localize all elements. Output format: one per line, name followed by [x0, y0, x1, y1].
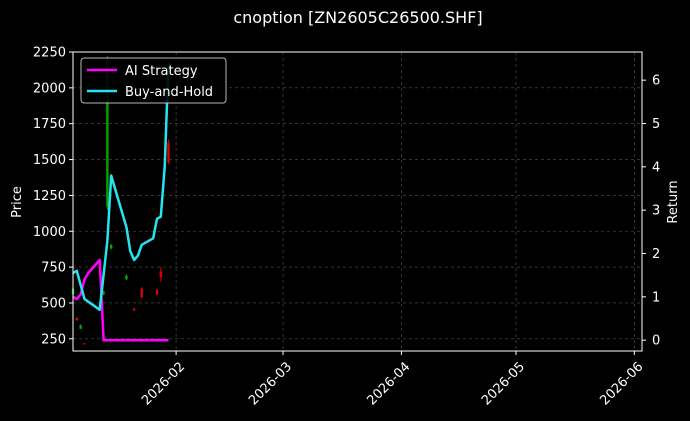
- left-axis-ticks: 250 500 750 1000 1250 1500 1750 2000 2250: [33, 46, 73, 347]
- legend-label-ai-strategy: AI Strategy: [125, 64, 198, 79]
- left-tick-label: 2250: [33, 46, 66, 61]
- right-tick-label: 3: [652, 204, 660, 219]
- series-lines: [72, 62, 170, 342]
- left-tick-label: 1500: [33, 153, 66, 168]
- candle-body: [167, 142, 170, 163]
- candle-body: [106, 59, 109, 207]
- candle-body: [79, 325, 82, 329]
- legend: AI Strategy Buy-and-Hold: [80, 57, 227, 104]
- candle-body: [159, 271, 163, 278]
- candle-body: [155, 290, 159, 295]
- left-tick-label: 1750: [33, 117, 66, 132]
- candle-body: [132, 308, 136, 311]
- left-tick-label: 2000: [33, 81, 66, 96]
- candle-body: [125, 275, 128, 280]
- left-tick-label: 1000: [33, 225, 66, 240]
- candle-body: [83, 343, 86, 345]
- candle-body: [102, 291, 105, 295]
- right-axis-label: Return: [666, 180, 681, 223]
- right-tick-label: 4: [652, 160, 660, 175]
- plot-frame: [72, 51, 643, 352]
- left-tick-label: 250: [41, 332, 66, 347]
- candle-body: [109, 244, 113, 249]
- right-tick-label: 0: [652, 334, 660, 349]
- right-tick-label: 2: [652, 247, 660, 262]
- left-tick-label: 1250: [33, 189, 66, 204]
- left-tick-label: 750: [41, 261, 66, 276]
- right-tick-label: 5: [652, 117, 660, 132]
- right-tick-label: 6: [652, 74, 660, 89]
- left-axis-label: Price: [10, 186, 25, 218]
- series-line-buy-and-hold: [72, 62, 170, 312]
- right-axis-ticks: 0 1 2 3 4 5 6: [642, 74, 660, 349]
- legend-label-buy-and-hold: Buy-and-Hold: [125, 85, 213, 100]
- candle-body: [75, 318, 79, 321]
- chart-title: cnoption [ZN2605C26500.SHF]: [233, 8, 482, 27]
- candle-body: [140, 288, 143, 298]
- series-line-ai-strategy: [72, 258, 169, 342]
- legend-box: [80, 57, 227, 104]
- right-tick-label: 1: [652, 290, 660, 305]
- left-tick-label: 500: [41, 296, 66, 311]
